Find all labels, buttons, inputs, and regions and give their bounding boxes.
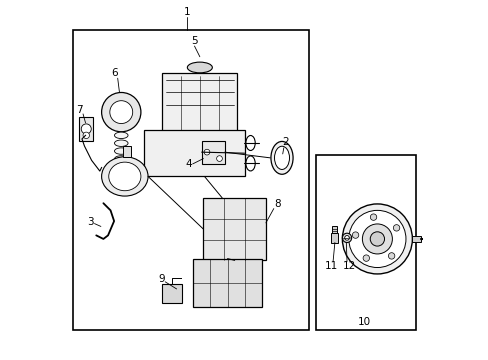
Circle shape <box>342 204 411 274</box>
Text: 10: 10 <box>357 317 370 327</box>
Text: 4: 4 <box>185 159 192 169</box>
Text: 7: 7 <box>76 105 82 115</box>
Ellipse shape <box>114 140 128 147</box>
Bar <box>201 141 224 164</box>
Text: 2: 2 <box>282 138 288 148</box>
Bar <box>123 146 131 157</box>
Bar <box>411 236 420 242</box>
Text: 5: 5 <box>191 36 198 46</box>
Ellipse shape <box>245 156 255 171</box>
Circle shape <box>387 253 394 259</box>
Text: 1: 1 <box>183 7 190 17</box>
Bar <box>73 30 308 330</box>
Text: 12: 12 <box>342 261 355 271</box>
Ellipse shape <box>102 157 148 196</box>
Ellipse shape <box>114 156 128 162</box>
Bar <box>331 226 336 233</box>
Text: 9: 9 <box>158 274 164 284</box>
Circle shape <box>110 101 132 123</box>
Bar <box>80 117 93 141</box>
Bar <box>162 284 182 303</box>
Ellipse shape <box>187 62 212 73</box>
Text: 8: 8 <box>274 199 281 209</box>
Circle shape <box>392 225 399 231</box>
Bar <box>315 155 415 330</box>
Ellipse shape <box>114 163 128 170</box>
Bar <box>330 233 337 243</box>
Circle shape <box>369 214 376 220</box>
Text: 3: 3 <box>87 217 93 227</box>
Text: 11: 11 <box>324 261 337 271</box>
Ellipse shape <box>114 171 128 178</box>
Circle shape <box>362 224 391 254</box>
Circle shape <box>348 210 405 267</box>
Circle shape <box>363 255 369 261</box>
Text: 6: 6 <box>111 68 117 78</box>
Bar <box>192 258 262 307</box>
Bar <box>203 198 265 260</box>
Circle shape <box>83 132 89 139</box>
Circle shape <box>352 232 358 238</box>
Circle shape <box>102 93 141 132</box>
Circle shape <box>216 156 222 161</box>
Bar <box>144 130 244 176</box>
Ellipse shape <box>114 148 128 154</box>
Circle shape <box>369 232 384 246</box>
Ellipse shape <box>342 233 351 243</box>
Ellipse shape <box>245 135 255 150</box>
Circle shape <box>81 124 91 134</box>
Ellipse shape <box>114 132 128 139</box>
Ellipse shape <box>344 235 348 240</box>
Circle shape <box>203 149 209 155</box>
Ellipse shape <box>108 162 141 191</box>
Bar <box>162 73 237 134</box>
Ellipse shape <box>270 141 292 174</box>
Ellipse shape <box>274 146 289 170</box>
